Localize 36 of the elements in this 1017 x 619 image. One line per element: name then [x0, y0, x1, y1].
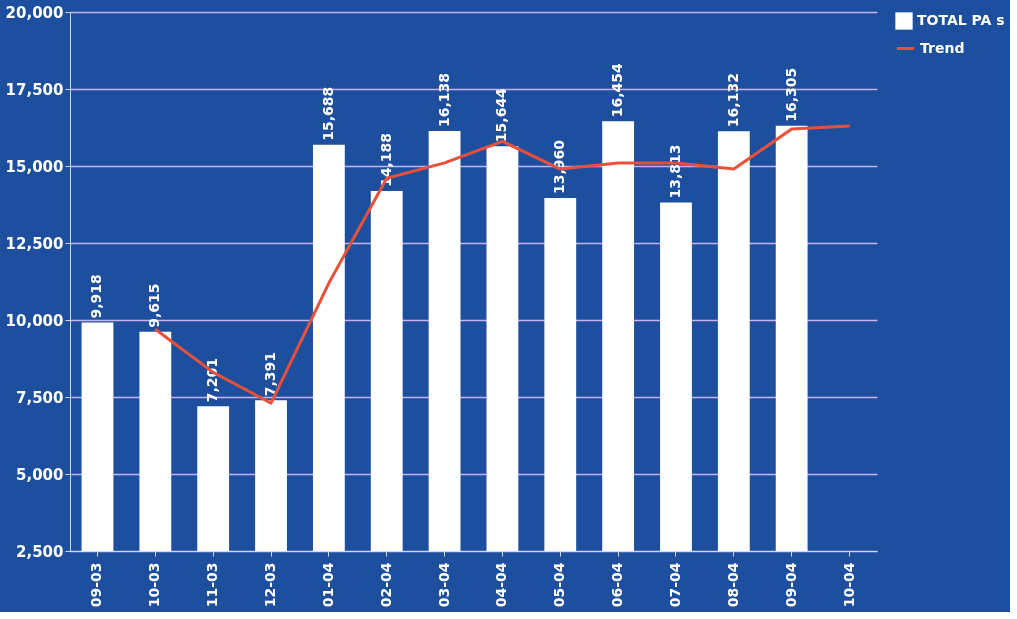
x-tick-label: 10-03	[146, 562, 163, 608]
x-tick-label: 05-04	[551, 562, 568, 608]
x-tick-label: 01-04	[319, 562, 336, 608]
x-tick-label: 08-04	[724, 562, 741, 608]
data-label: 13,960	[551, 139, 568, 195]
x-tick-label: 03-04	[435, 562, 452, 608]
data-label: 16,305	[782, 67, 799, 122]
x-tick-label: 02-04	[377, 562, 394, 608]
data-label: 9,918	[88, 274, 105, 319]
legend-label: TOTAL PA s	[917, 12, 1005, 28]
x-tick-label: 11-03	[204, 562, 221, 608]
x-tick-label: 09-03	[88, 562, 105, 608]
data-label: 15,688	[319, 86, 336, 141]
y-tick-label: 10,000	[5, 311, 64, 330]
y-tick-label: 5,000	[16, 465, 64, 484]
y-tick-label: 20,000	[5, 3, 64, 22]
legend-label: Trend	[920, 39, 965, 56]
x-tick-label: 10-04	[840, 562, 857, 608]
data-label: 9,615	[146, 283, 163, 328]
data-label: 13,813	[666, 144, 683, 199]
x-tick-label: 07-04	[666, 562, 683, 608]
y-tick-label: 17,500	[5, 80, 64, 99]
x-tick-label: 12-03	[262, 562, 279, 608]
data-label: 16,132	[724, 73, 741, 128]
data-label: 16,138	[435, 72, 452, 127]
x-tick-label: 09-04	[782, 562, 799, 608]
y-tick-label: 7,500	[16, 388, 64, 407]
data-label: 15,644	[493, 87, 510, 143]
x-tick-label: 04-04	[493, 562, 510, 608]
y-tick-label: 15,000	[5, 157, 64, 176]
data-label: 16,454	[609, 62, 626, 118]
y-tick-label: 12,500	[5, 234, 64, 253]
data-label: 7,391	[262, 352, 279, 397]
x-tick-label: 06-04	[609, 562, 626, 608]
y-tick-label: 2,500	[16, 542, 64, 561]
data-label: 14,188	[377, 132, 394, 188]
